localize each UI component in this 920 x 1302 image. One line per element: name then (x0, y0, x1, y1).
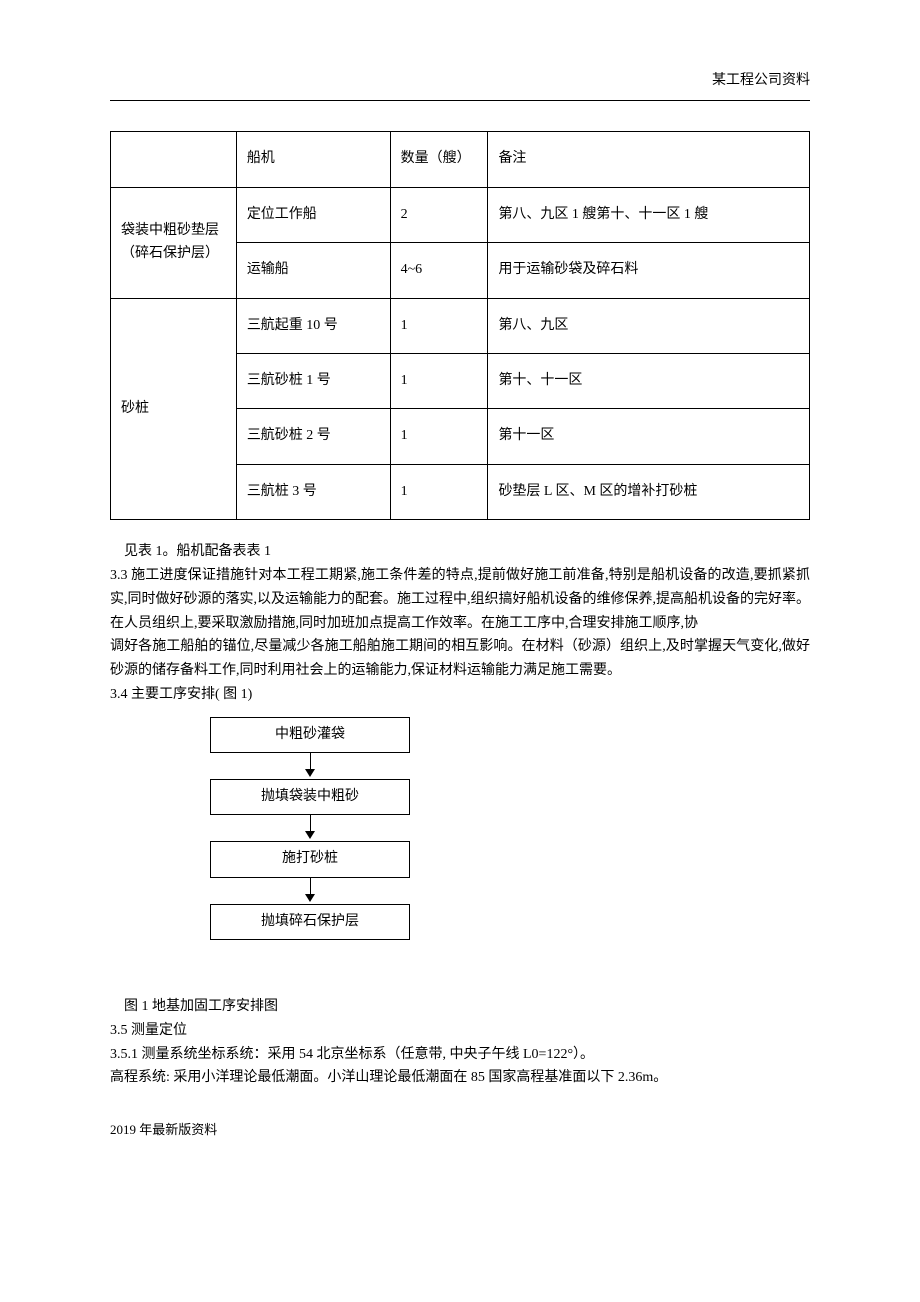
flow-box-4: 抛填碎石保护层 (210, 904, 410, 940)
cell-note: 用于运输砂袋及碎石料 (488, 243, 810, 298)
footer-version: 2019 年最新版资料 (110, 1120, 810, 1141)
cell-ship: 三航砂桩 2 号 (236, 409, 390, 464)
section-3-3: 3.3 施工进度保证措施针对本工程工期紧,施工条件差的特点,提前做好施工前准备,… (110, 564, 810, 635)
table-row: 砂桩 三航起重 10 号 1 第八、九区 (111, 298, 810, 353)
cell-note: 第八、九区 1 艘第十、十一区 1 艘 (488, 187, 810, 242)
flow-box-2: 抛填袋装中粗砂 (210, 779, 410, 815)
flow-arrow-icon (210, 878, 410, 904)
cell-ship: 定位工作船 (236, 187, 390, 242)
header-company: 某工程公司资料 (110, 70, 810, 92)
flow-box-3: 施打砂桩 (210, 841, 410, 877)
cell-qty: 1 (390, 298, 488, 353)
th-note: 备注 (488, 132, 810, 187)
cell-ship: 运输船 (236, 243, 390, 298)
group1-label: 袋装中粗砂垫层（碎石保护层） (111, 187, 237, 298)
cell-ship: 三航桩 3 号 (236, 464, 390, 519)
cell-note: 第八、九区 (488, 298, 810, 353)
cell-qty: 4~6 (390, 243, 488, 298)
cell-ship: 三航砂桩 1 号 (236, 353, 390, 408)
cell-ship: 三航起重 10 号 (236, 298, 390, 353)
cell-qty: 2 (390, 187, 488, 242)
flow-box-1: 中粗砂灌袋 (210, 717, 410, 753)
table-header-row: 船机 数量（艘） 备注 (111, 132, 810, 187)
elevation-system: 高程系统: 采用小洋理论最低潮面。小洋山理论最低潮面在 85 国家高程基准面以下… (110, 1066, 810, 1090)
section-3-3-cont: 调好各施工船舶的锚位,尽量减少各施工船舶施工期间的相互影响。在材料（砂源）组织上… (110, 635, 810, 683)
figure-caption: 图 1 地基加固工序安排图 (110, 995, 810, 1019)
th-ship: 船机 (236, 132, 390, 187)
cell-note: 第十一区 (488, 409, 810, 464)
table-row: 袋装中粗砂垫层（碎石保护层） 定位工作船 2 第八、九区 1 艘第十、十一区 1… (111, 187, 810, 242)
flow-arrow-icon (210, 753, 410, 779)
cell-qty: 1 (390, 409, 488, 464)
process-flowchart: 中粗砂灌袋 抛填袋装中粗砂 施打砂桩 抛填碎石保护层 (210, 717, 810, 941)
th-blank (111, 132, 237, 187)
cell-note: 第十、十一区 (488, 353, 810, 408)
section-3-4: 3.4 主要工序安排( 图 1) (110, 683, 810, 707)
cell-note: 砂垫层 L 区、M 区的增补打砂桩 (488, 464, 810, 519)
cell-qty: 1 (390, 353, 488, 408)
ship-equipment-table: 船机 数量（艘） 备注 袋装中粗砂垫层（碎石保护层） 定位工作船 2 第八、九区… (110, 131, 810, 520)
section-3-5: 3.5 测量定位 (110, 1019, 810, 1043)
section-3-5-1: 3.5.1 测量系统坐标系统：采用 54 北京坐标系（任意带, 中央子午线 L0… (110, 1043, 810, 1067)
cell-qty: 1 (390, 464, 488, 519)
table-caption: 见表 1。船机配备表表 1 (110, 540, 810, 564)
header-divider (110, 100, 810, 101)
flow-arrow-icon (210, 815, 410, 841)
th-qty: 数量（艘） (390, 132, 488, 187)
group2-label: 砂桩 (111, 298, 237, 520)
